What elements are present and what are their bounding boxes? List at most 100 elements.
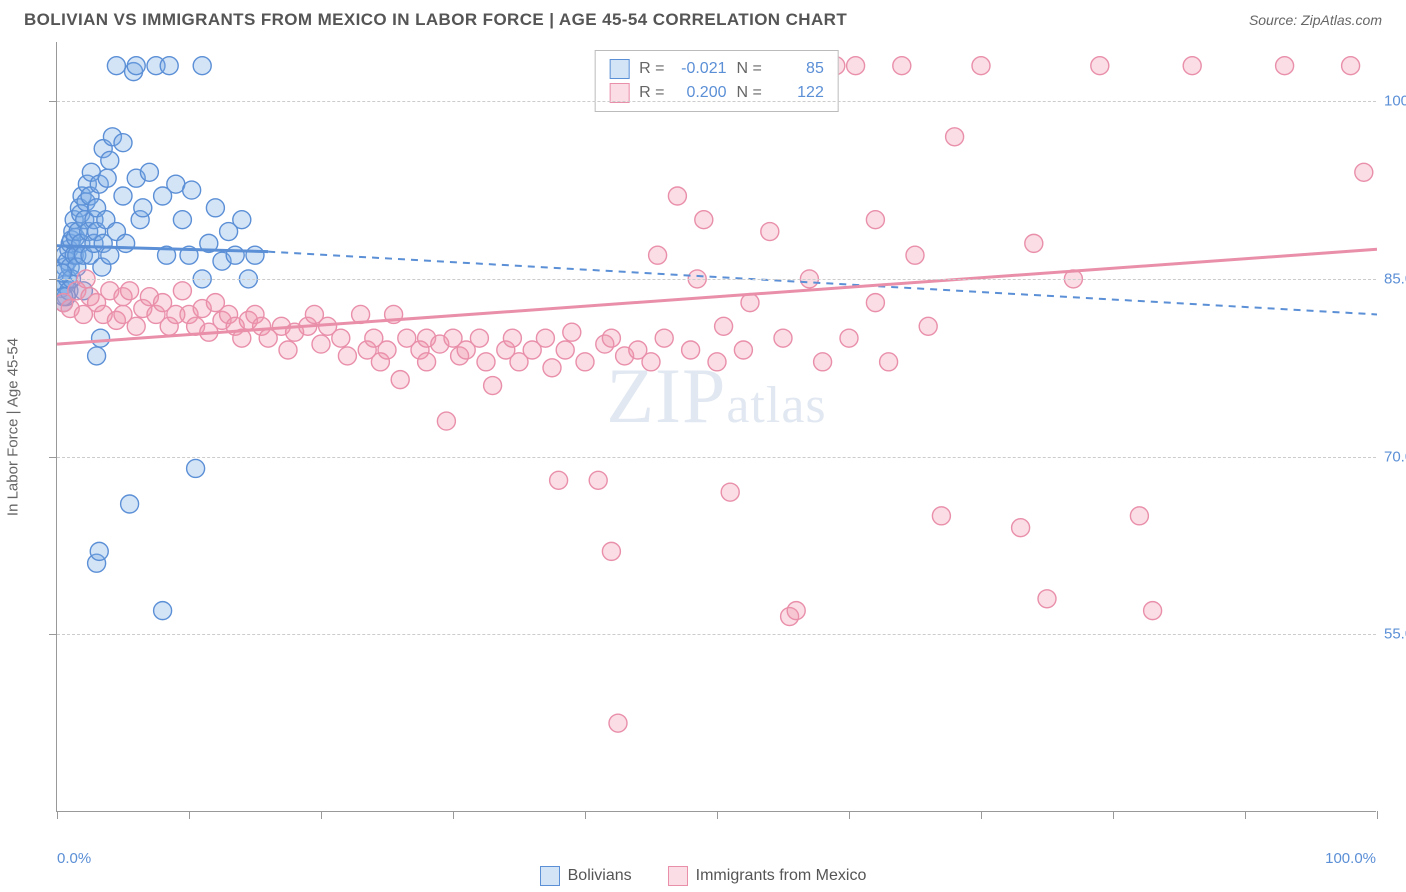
r-value: -0.021 (675, 57, 727, 81)
scatter-point (1025, 234, 1043, 252)
scatter-point (154, 602, 172, 620)
scatter-point (866, 294, 884, 312)
scatter-point (378, 341, 396, 359)
scatter-point (741, 294, 759, 312)
y-tick-label: 100.0% (1384, 93, 1406, 110)
scatter-point (470, 329, 488, 347)
scatter-point (668, 187, 686, 205)
n-label: N = (737, 57, 762, 81)
scatter-point (602, 329, 620, 347)
legend-item: Bolivians (540, 866, 632, 886)
scatter-point (576, 353, 594, 371)
scatter-point (556, 341, 574, 359)
scatter-point (761, 223, 779, 241)
scatter-point (477, 353, 495, 371)
scatter-point (880, 353, 898, 371)
scatter-point (589, 471, 607, 489)
scatter-point (88, 347, 106, 365)
scatter-point (127, 57, 145, 75)
scatter-point (206, 199, 224, 217)
scatter-point (715, 317, 733, 335)
scatter-point (183, 181, 201, 199)
scatter-point (127, 317, 145, 335)
scatter-point (840, 329, 858, 347)
scatter-point (906, 246, 924, 264)
scatter-point (932, 507, 950, 525)
scatter-point (1276, 57, 1294, 75)
scatter-point (814, 353, 832, 371)
scatter-point (484, 377, 502, 395)
scatter-point (550, 471, 568, 489)
scatter-point (1038, 590, 1056, 608)
scatter-point (114, 187, 132, 205)
chart-title: BOLIVIAN VS IMMIGRANTS FROM MEXICO IN LA… (24, 10, 847, 30)
scatter-point (117, 234, 135, 252)
y-tick-label: 70.0% (1384, 448, 1406, 465)
legend-label: Bolivians (568, 867, 632, 885)
scatter-point (173, 211, 191, 229)
scatter-point (919, 317, 937, 335)
scatter-point (279, 341, 297, 359)
scatter-point (101, 151, 119, 169)
scatter-point (233, 211, 251, 229)
scatter-point (173, 282, 191, 300)
scatter-point (226, 246, 244, 264)
y-tick-label: 85.0% (1384, 270, 1406, 287)
scatter-point (121, 495, 139, 513)
scatter-point (107, 57, 125, 75)
y-axis-label: In Labor Force | Age 45-54 (5, 337, 22, 515)
scatter-point (787, 602, 805, 620)
scatter-point (695, 211, 713, 229)
r-label: R = (639, 57, 664, 81)
legend-item: Immigrants from Mexico (668, 866, 867, 886)
scatter-point (140, 163, 158, 181)
x-min-label: 0.0% (57, 850, 91, 867)
scatter-point (246, 246, 264, 264)
scatter-point (893, 57, 911, 75)
source-label: Source: ZipAtlas.com (1249, 12, 1382, 28)
scatter-point (193, 57, 211, 75)
scatter-point (721, 483, 739, 501)
scatter-point (121, 282, 139, 300)
scatter-point (134, 199, 152, 217)
scatter-point (734, 341, 752, 359)
scatter-point (338, 347, 356, 365)
scatter-point (602, 542, 620, 560)
scatter-point (391, 371, 409, 389)
scatter-point (946, 128, 964, 146)
scatter-point (649, 246, 667, 264)
scatter-point (1012, 519, 1030, 537)
scatter-point (1091, 57, 1109, 75)
scatter-point (866, 211, 884, 229)
scatter-point (503, 329, 521, 347)
scatter-point (655, 329, 673, 347)
legend-label: Immigrants from Mexico (696, 867, 867, 885)
scatter-point (708, 353, 726, 371)
n-value: 85 (772, 57, 824, 81)
scatter-point (1130, 507, 1148, 525)
scatter-point (847, 57, 865, 75)
scatter-point (187, 459, 205, 477)
scatter-point (312, 335, 330, 353)
scatter-point (1342, 57, 1360, 75)
legend-swatch (609, 83, 629, 103)
scatter-point (1183, 57, 1201, 75)
scatter-point (114, 134, 132, 152)
scatter-point (682, 341, 700, 359)
scatter-point (972, 57, 990, 75)
scatter-point (609, 714, 627, 732)
stats-row: R = -0.021 N = 85 (609, 57, 824, 81)
bottom-legend: Bolivians Immigrants from Mexico (0, 866, 1406, 886)
scatter-point (543, 359, 561, 377)
scatter-point (774, 329, 792, 347)
scatter-point (92, 329, 110, 347)
scatter-point (90, 542, 108, 560)
scatter-point (536, 329, 554, 347)
scatter-point (160, 57, 178, 75)
scatter-point (563, 323, 581, 341)
scatter-point (1355, 163, 1373, 181)
scatter-svg (57, 42, 1377, 812)
scatter-point (101, 246, 119, 264)
legend-swatch (668, 866, 688, 886)
scatter-point (332, 329, 350, 347)
